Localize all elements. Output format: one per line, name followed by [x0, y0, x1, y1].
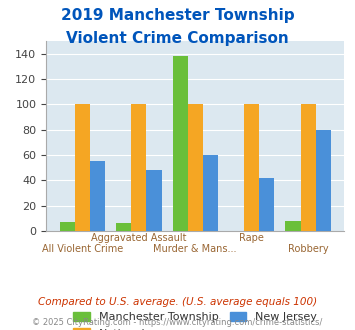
- Text: Robbery: Robbery: [288, 244, 328, 253]
- Bar: [116, 223, 131, 231]
- Text: Compared to U.S. average. (U.S. average equals 100): Compared to U.S. average. (U.S. average …: [38, 297, 317, 307]
- Text: Violent Crime Comparison: Violent Crime Comparison: [66, 31, 289, 46]
- Text: Aggravated Assault: Aggravated Assault: [91, 233, 187, 243]
- Bar: [75, 105, 90, 231]
- Bar: [301, 105, 316, 231]
- Legend: Manchester Township, National, New Jersey: Manchester Township, National, New Jerse…: [69, 307, 322, 330]
- Bar: [146, 170, 162, 231]
- Text: 2019 Manchester Township: 2019 Manchester Township: [61, 8, 294, 23]
- Bar: [131, 105, 146, 231]
- Text: All Violent Crime: All Violent Crime: [42, 244, 123, 253]
- Bar: [60, 222, 75, 231]
- Text: © 2025 CityRating.com - https://www.cityrating.com/crime-statistics/: © 2025 CityRating.com - https://www.city…: [32, 318, 323, 327]
- Bar: [203, 155, 218, 231]
- Bar: [173, 56, 188, 231]
- Text: Murder & Mans...: Murder & Mans...: [153, 244, 237, 253]
- Bar: [90, 161, 105, 231]
- Bar: [244, 105, 259, 231]
- Bar: [188, 105, 203, 231]
- Bar: [285, 221, 301, 231]
- Text: Rape: Rape: [239, 233, 264, 243]
- Bar: [259, 178, 274, 231]
- Bar: [316, 130, 331, 231]
